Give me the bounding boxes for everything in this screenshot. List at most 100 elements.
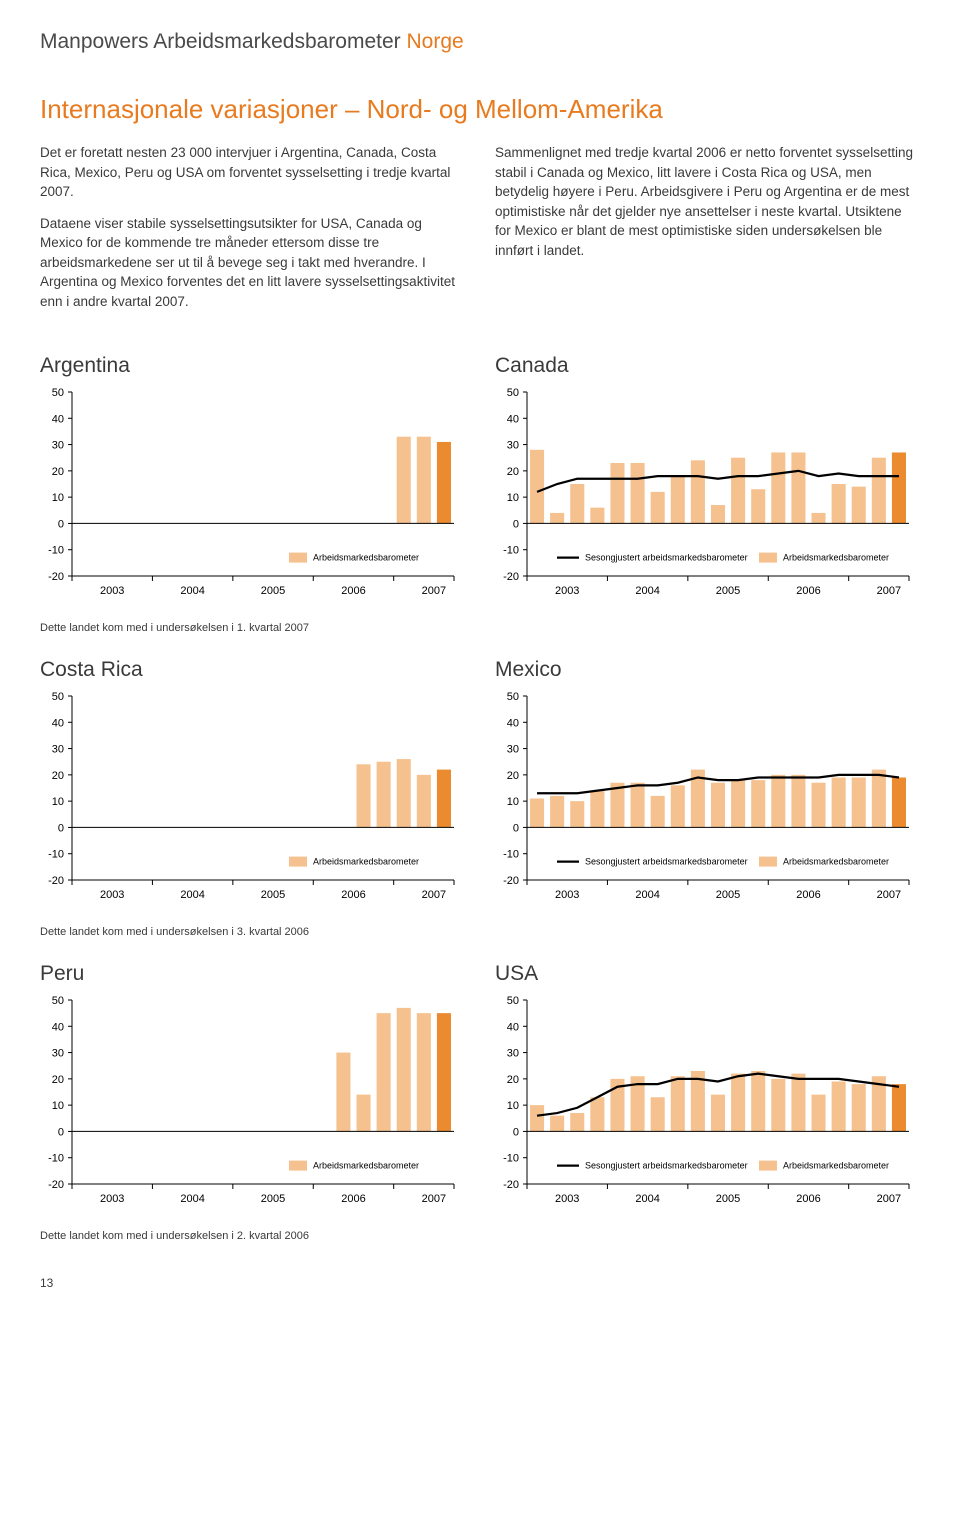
- svg-text:-20: -20: [48, 571, 64, 583]
- page-header: Manpowers Arbeidsmarkedsbarometer Norge: [40, 30, 920, 54]
- svg-text:50: 50: [52, 995, 64, 1007]
- svg-text:40: 40: [52, 413, 64, 425]
- svg-text:Arbeidsmarkedsbarometer: Arbeidsmarkedsbarometer: [313, 552, 419, 562]
- chart-block-argentina: Argentina-20-100102030405020032004200520…: [40, 354, 465, 648]
- svg-text:-10: -10: [48, 848, 64, 860]
- svg-text:2005: 2005: [716, 1193, 740, 1205]
- chart-block-peru: Peru-20-10010203040502003200420052006200…: [40, 962, 465, 1256]
- chart-note-peru: Dette landet kom med i undersøkelsen i 2…: [40, 1230, 465, 1242]
- chart-block-costarica: Costa Rica-20-10010203040502003200420052…: [40, 658, 465, 952]
- page-number: 13: [40, 1276, 920, 1290]
- svg-text:30: 30: [507, 743, 519, 755]
- svg-text:2007: 2007: [877, 889, 901, 901]
- chart-block-usa: USA-20-100102030405020032004200520062007…: [495, 962, 920, 1256]
- chart-block-canada: Canada-20-100102030405020032004200520062…: [495, 354, 920, 648]
- svg-text:2003: 2003: [100, 1193, 124, 1205]
- chart-mexico: -20-100102030405020032004200520062007Ses…: [495, 690, 915, 920]
- svg-text:2007: 2007: [422, 1193, 446, 1205]
- svg-text:Sesongjustert arbeidsmarkedsba: Sesongjustert arbeidsmarkedsbarometer: [585, 1160, 748, 1170]
- svg-text:2003: 2003: [555, 889, 579, 901]
- chart-title-argentina: Argentina: [40, 354, 465, 378]
- svg-text:-10: -10: [48, 1152, 64, 1164]
- chart-usa: -20-100102030405020032004200520062007Ses…: [495, 994, 915, 1224]
- svg-text:30: 30: [507, 1047, 519, 1059]
- svg-text:20: 20: [52, 465, 64, 477]
- svg-text:50: 50: [52, 691, 64, 703]
- chart-peru: -20-100102030405020032004200520062007Arb…: [40, 994, 460, 1224]
- svg-text:30: 30: [52, 439, 64, 451]
- svg-text:50: 50: [507, 387, 519, 399]
- charts-grid: Argentina -20 -10 0 10 20 30 40 50 2003 2004 2005 20…: [40, 354, 920, 1256]
- header-orange: Norge: [407, 30, 464, 53]
- svg-text:50: 50: [507, 995, 519, 1007]
- section-title: Internasjonale variasjoner – Nord- og Me…: [40, 94, 920, 125]
- chart-note-argentina: Dette landet kom med i undersøkelsen i 1…: [40, 622, 465, 634]
- header-dark: Manpowers Arbeidsmarkedsbarometer: [40, 30, 401, 53]
- svg-text:40: 40: [52, 717, 64, 729]
- svg-text:0: 0: [513, 518, 519, 530]
- svg-text:2003: 2003: [100, 585, 124, 597]
- svg-text:0: 0: [58, 1126, 64, 1138]
- svg-text:Arbeidsmarkedsbarometer: Arbeidsmarkedsbarometer: [313, 1160, 419, 1170]
- svg-text:2005: 2005: [261, 585, 285, 597]
- svg-text:-10: -10: [48, 544, 64, 556]
- svg-text:-20: -20: [48, 1179, 64, 1191]
- svg-text:50: 50: [52, 387, 64, 399]
- svg-text:Sesongjustert arbeidsmarkedsba: Sesongjustert arbeidsmarkedsbarometer: [585, 552, 748, 562]
- svg-text:0: 0: [58, 822, 64, 834]
- svg-text:50: 50: [507, 691, 519, 703]
- svg-text:10: 10: [507, 492, 519, 504]
- svg-text:20: 20: [52, 769, 64, 781]
- chart-costarica: -20-100102030405020032004200520062007Arb…: [40, 690, 460, 920]
- svg-text:30: 30: [52, 1047, 64, 1059]
- svg-text:10: 10: [52, 1100, 64, 1112]
- svg-text:40: 40: [507, 413, 519, 425]
- svg-text:10: 10: [52, 796, 64, 808]
- svg-text:-20: -20: [48, 875, 64, 887]
- svg-text:2003: 2003: [555, 1193, 579, 1205]
- body-columns: Det er foretatt nesten 23 000 intervjuer…: [40, 143, 920, 324]
- body-left: Det er foretatt nesten 23 000 intervjuer…: [40, 143, 465, 324]
- chart-block-mexico: Mexico-20-100102030405020032004200520062…: [495, 658, 920, 952]
- svg-text:Arbeidsmarkedsbarometer: Arbeidsmarkedsbarometer: [313, 856, 419, 866]
- svg-text:2004: 2004: [635, 585, 659, 597]
- svg-text:2004: 2004: [180, 585, 204, 597]
- svg-text:40: 40: [507, 1021, 519, 1033]
- svg-text:-10: -10: [503, 544, 519, 556]
- svg-text:0: 0: [513, 1126, 519, 1138]
- svg-text:-10: -10: [503, 848, 519, 860]
- svg-text:2005: 2005: [716, 585, 740, 597]
- svg-text:-20: -20: [503, 1179, 519, 1191]
- svg-text:Arbeidsmarkedsbarometer: Arbeidsmarkedsbarometer: [783, 552, 889, 562]
- chart-title-usa: USA: [495, 962, 920, 986]
- svg-text:20: 20: [507, 1073, 519, 1085]
- svg-text:Sesongjustert arbeidsmarkedsba: Sesongjustert arbeidsmarkedsbarometer: [585, 856, 748, 866]
- svg-text:20: 20: [52, 1073, 64, 1085]
- svg-text:2006: 2006: [341, 1193, 365, 1205]
- chart-canada: -20-100102030405020032004200520062007Ses…: [495, 386, 915, 616]
- svg-text:2003: 2003: [100, 889, 124, 901]
- chart-title-costarica: Costa Rica: [40, 658, 465, 682]
- chart-note-costarica: Dette landet kom med i undersøkelsen i 3…: [40, 926, 465, 938]
- svg-text:-20: -20: [503, 571, 519, 583]
- chart-title-peru: Peru: [40, 962, 465, 986]
- svg-text:2005: 2005: [716, 889, 740, 901]
- svg-text:40: 40: [52, 1021, 64, 1033]
- chart-title-mexico: Mexico: [495, 658, 920, 682]
- svg-text:0: 0: [513, 822, 519, 834]
- chart-argentina: -20-100102030405020032004200520062007Arb…: [40, 386, 460, 616]
- svg-text:2007: 2007: [877, 585, 901, 597]
- chart-title-canada: Canada: [495, 354, 920, 378]
- svg-text:Arbeidsmarkedsbarometer: Arbeidsmarkedsbarometer: [783, 1160, 889, 1170]
- svg-text:2005: 2005: [261, 889, 285, 901]
- svg-text:2007: 2007: [877, 1193, 901, 1205]
- svg-text:40: 40: [507, 717, 519, 729]
- svg-text:2004: 2004: [635, 1193, 659, 1205]
- svg-text:2006: 2006: [341, 889, 365, 901]
- svg-text:2007: 2007: [422, 889, 446, 901]
- svg-text:10: 10: [507, 1100, 519, 1112]
- svg-text:2006: 2006: [796, 889, 820, 901]
- svg-text:30: 30: [507, 439, 519, 451]
- svg-text:2004: 2004: [180, 889, 204, 901]
- svg-text:20: 20: [507, 465, 519, 477]
